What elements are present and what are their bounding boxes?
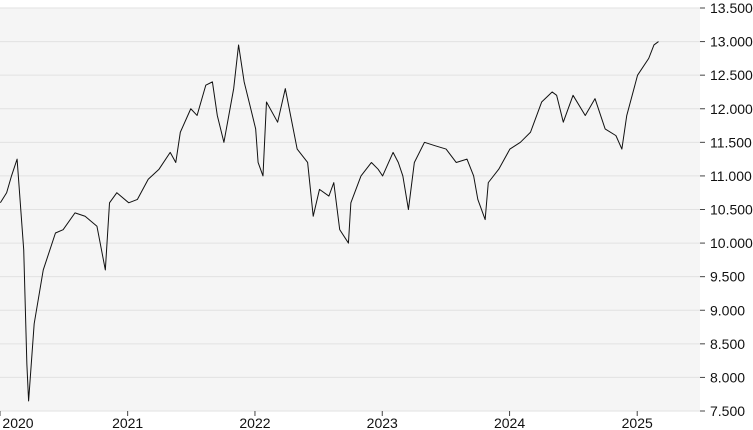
y-tick-label: 8.500	[710, 336, 745, 352]
series-line	[0, 41, 659, 402]
y-tick-label: 10.500	[710, 202, 753, 218]
x-tick-label: 2024	[494, 415, 525, 430]
x-tick-label: 2025	[622, 415, 653, 430]
gridlines	[0, 7, 700, 412]
y-tick-label: 13.500	[710, 0, 753, 16]
y-tick-label: 7.500	[710, 403, 745, 419]
y-tick-label: 9.500	[710, 269, 745, 285]
y-tick-label: 8.000	[710, 369, 745, 385]
x-tick-label: 2022	[239, 415, 270, 430]
y-tick-label: 9.000	[710, 302, 745, 318]
y-tick-label: 11.500	[710, 134, 752, 150]
y-tick-label: 13.000	[710, 34, 753, 50]
y-tick-label: 10.000	[710, 235, 753, 251]
x-tick-label: 2020	[2, 415, 33, 430]
x-tick-label: 2023	[367, 415, 398, 430]
y-tick-label: 12.500	[710, 67, 753, 83]
x-axis: 2020 2021 2022 2023 2024 2025	[0, 411, 653, 430]
x-tick-label: 2021	[112, 415, 143, 430]
y-tick-label: 12.000	[710, 101, 753, 117]
y-axis: 7.500 8.000 8.500 9.000 9.500 10.000 10.500 11.…	[700, 0, 753, 419]
y-tick-label: 11.000	[710, 168, 752, 184]
